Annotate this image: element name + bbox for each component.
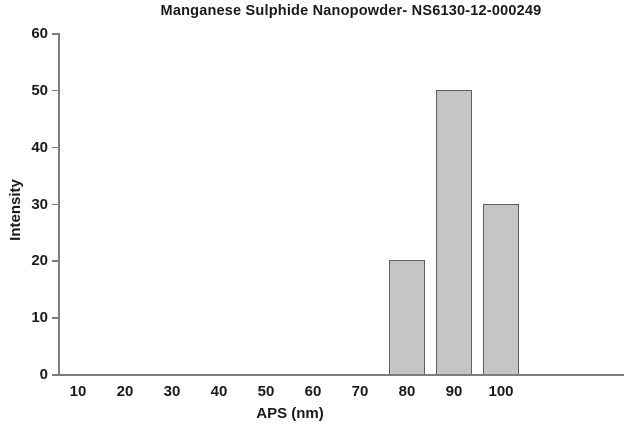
y-tick-10 xyxy=(52,317,58,319)
bar-80nm xyxy=(389,260,425,374)
x-tick-label-30: 30 xyxy=(163,383,181,400)
x-axis-line xyxy=(58,374,624,376)
y-tick-30 xyxy=(52,203,58,205)
y-tick-50 xyxy=(52,89,58,92)
x-tick-label-90: 90 xyxy=(445,383,463,400)
x-tick-label-20: 20 xyxy=(116,383,134,400)
chart-title: Manganese Sulphide Nanopowder- NS6130-12… xyxy=(160,3,542,19)
x-tick-label-50: 50 xyxy=(257,383,275,400)
y-tick-label-60: 60 xyxy=(31,25,48,42)
bar-100nm xyxy=(483,203,519,374)
x-tick-label-80: 80 xyxy=(398,383,416,400)
y-tick-label-50: 50 xyxy=(31,81,48,99)
y-axis-line xyxy=(58,33,60,376)
x-tick-label-10: 10 xyxy=(69,383,87,400)
y-tick-label-0: 0 xyxy=(39,366,48,383)
x-tick-label-60: 60 xyxy=(304,383,322,400)
x-tick-label-40: 40 xyxy=(210,383,228,400)
y-tick-label-20: 20 xyxy=(31,252,48,270)
x-axis-title: APS (nm) xyxy=(256,405,324,422)
y-tick-label-30: 30 xyxy=(31,195,48,213)
y-tick-40 xyxy=(52,146,58,149)
y-tick-label-10: 10 xyxy=(31,309,48,327)
y-tick-20 xyxy=(52,260,58,262)
x-tick-label-100: 100 xyxy=(488,383,514,400)
y-tick-label-40: 40 xyxy=(31,138,48,156)
bar-90nm xyxy=(436,89,472,374)
y-tick-60 xyxy=(52,33,58,35)
y-tick-0 xyxy=(52,374,58,376)
x-tick-label-70: 70 xyxy=(351,383,369,400)
